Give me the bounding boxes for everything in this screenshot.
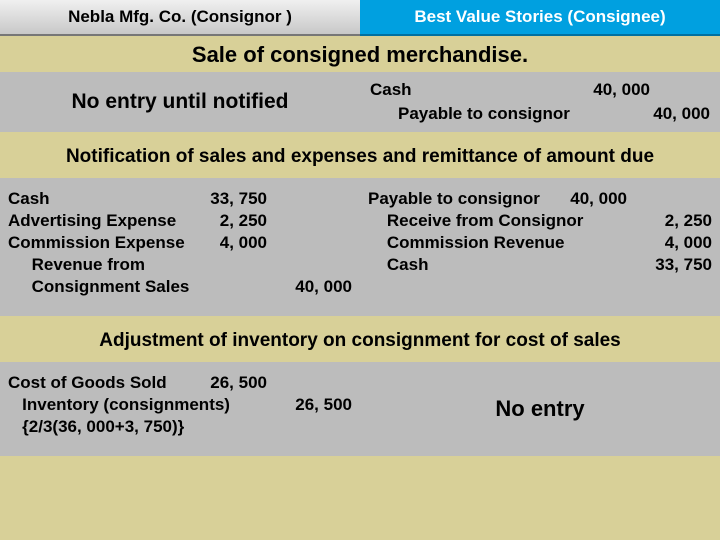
section2-body: Cash33, 750 Advertising Expense2, 250 Co… [0, 178, 720, 316]
header-row: Nebla Mfg. Co. (Consignor ) Best Value S… [0, 0, 720, 36]
s3l-r1-acct: Cost of Goods Sold [8, 372, 187, 394]
s3l-r2-a2: 26, 500 [289, 394, 352, 416]
s2l-r4-a1 [187, 254, 267, 276]
section2-title: Notification of sales and expenses and r… [0, 132, 720, 178]
header-consignee: Best Value Stories (Consignee) [360, 0, 720, 36]
s1-payable-acct: Payable to consignor [370, 102, 570, 126]
s2l-r2-acct: Advertising Expense [8, 210, 187, 232]
s3l-r3-acct: {2/3(36, 000+3, 750)} [8, 416, 187, 438]
s2r-r1-a2 [627, 188, 712, 210]
s2r-r2-a2: 2, 250 [646, 210, 712, 232]
s2r-r1-acct: Payable to consignor [368, 188, 547, 210]
s2l-r3-a1: 4, 000 [187, 232, 267, 254]
s1-cash-amt: 40, 000 [593, 78, 710, 102]
s3l-r1-a2 [267, 372, 352, 394]
s1-cash-acct: Cash [370, 78, 412, 102]
s2r-r2-a1 [583, 210, 645, 232]
s2l-r4-acct: Revenue from [8, 254, 187, 276]
section2-right: Payable to consignor40, 000 Receive from… [360, 178, 720, 316]
s3l-r2-a1 [230, 394, 289, 416]
s2r-r3-a2: 4, 000 [636, 232, 712, 254]
section3-left: Cost of Goods Sold26, 500 Inventory (con… [0, 362, 360, 456]
section1-left: No entry until notified [0, 72, 360, 132]
section1-title: Sale of consigned merchandise. [0, 36, 720, 72]
header-consignor: Nebla Mfg. Co. (Consignor ) [0, 0, 360, 36]
s2l-r3-acct: Commission Expense [8, 232, 187, 254]
section2-left: Cash33, 750 Advertising Expense2, 250 Co… [0, 178, 360, 316]
s2l-r1-a2 [267, 188, 352, 210]
s2l-r1-acct: Cash [8, 188, 187, 210]
section1-body: No entry until notified Cash 40, 000 Pay… [0, 72, 720, 132]
s2r-r4-acct: Cash [368, 254, 547, 276]
s2l-r2-a1: 2, 250 [187, 210, 267, 232]
s2r-r2-acct: Receive from Consignor [368, 210, 583, 232]
s2l-r5-a1 [189, 276, 268, 298]
s2l-r4-a2 [267, 254, 352, 276]
s2l-r3-a2 [267, 232, 352, 254]
s1-payable-amt: 40, 000 [653, 102, 710, 126]
s2r-r4-a2: 33, 750 [627, 254, 712, 276]
section3-right: No entry [360, 362, 720, 456]
s2r-r1-a1: 40, 000 [547, 188, 627, 210]
s3l-r1-a1: 26, 500 [187, 372, 267, 394]
s2r-r4-a1 [547, 254, 627, 276]
s2l-r5-acct: Consignment Sales [8, 276, 189, 298]
s2r-r3-a1 [565, 232, 637, 254]
s2l-r1-a1: 33, 750 [187, 188, 267, 210]
section3-body: Cost of Goods Sold26, 500 Inventory (con… [0, 362, 720, 456]
s2r-r3-acct: Commission Revenue [368, 232, 565, 254]
s2l-r2-a2 [267, 210, 352, 232]
section3-title: Adjustment of inventory on consignment f… [0, 316, 720, 362]
section1-right: Cash 40, 000 Payable to consignor 40, 00… [360, 72, 720, 132]
s3l-r3-a1 [187, 416, 267, 438]
s2l-r5-a2: 40, 000 [268, 276, 352, 298]
s3l-r2-acct: Inventory (consignments) [8, 394, 230, 416]
s3l-r3-a2 [267, 416, 352, 438]
